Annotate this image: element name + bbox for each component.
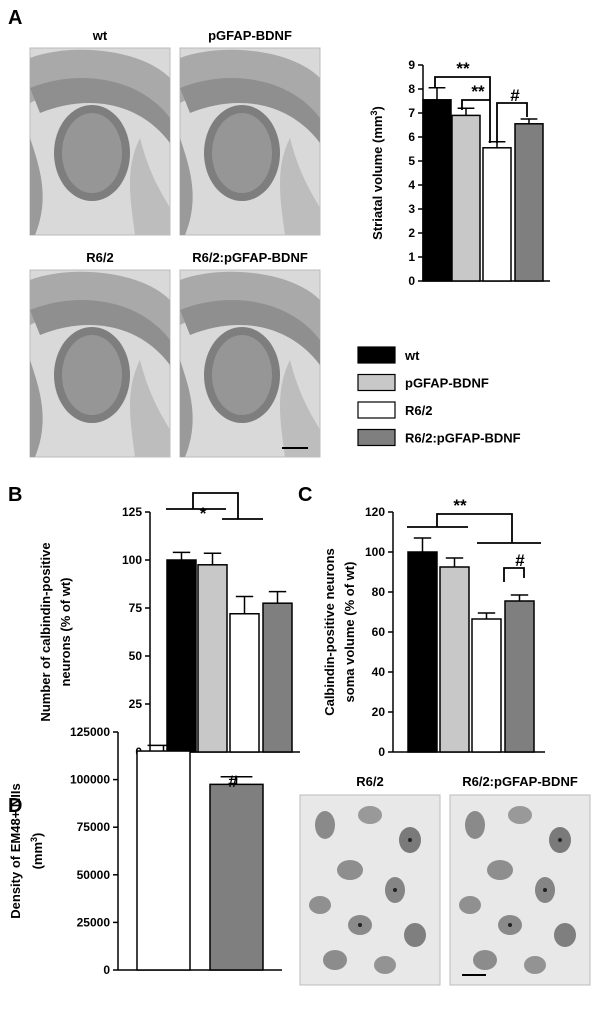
- bar: [407, 551, 438, 753]
- bar: [229, 613, 260, 753]
- label-part: neurons (% of wt): [58, 577, 73, 686]
- significance-bracket: [461, 99, 490, 110]
- y-tick-label: 75000: [77, 820, 111, 834]
- y-tick-label: 50000: [77, 868, 111, 882]
- y-tick-label: 100: [365, 545, 385, 559]
- y-tick-label: 40: [372, 665, 386, 679]
- legend-swatch: [357, 401, 396, 419]
- y-axis-label: neurons (% of wt): [58, 577, 73, 686]
- bar: [262, 602, 293, 753]
- image-label: R6/2: [86, 250, 113, 265]
- legend-label: R6/2: [405, 403, 432, 418]
- bar: [136, 750, 191, 971]
- bar: [422, 99, 452, 282]
- y-axis-label: Density of EM48+ NIIs: [8, 783, 23, 918]
- y-axis-label: (mm3): [29, 833, 45, 870]
- y-tick-label: 120: [365, 505, 385, 519]
- legend-label: R6/2:pGFAP-BDNF: [405, 431, 521, 446]
- image-label: wt: [92, 28, 108, 43]
- y-tick-label: 2: [408, 226, 415, 240]
- label-part: Number of calbindin-positive: [38, 542, 53, 721]
- label-part: soma volume (% of wt): [342, 562, 357, 703]
- bar: [451, 114, 481, 282]
- bar: [197, 564, 228, 753]
- label-part: 3: [369, 111, 379, 116]
- legend-swatch: [357, 373, 396, 392]
- panel-label: A: [8, 7, 22, 29]
- significance-bracket: [436, 513, 513, 543]
- y-tick-label: 7: [408, 106, 415, 120]
- significance-bracket: [496, 102, 528, 143]
- significance-mark: #: [515, 551, 525, 570]
- label-part: 3: [29, 837, 39, 842]
- brain-micrograph: [29, 269, 171, 458]
- brain-micrograph: [29, 47, 171, 236]
- significance-bracket: [192, 492, 239, 519]
- significance-mark: *: [200, 504, 207, 523]
- image-label: R6/2:pGFAP-BDNF: [462, 774, 578, 789]
- legend-label: wt: [404, 348, 420, 363]
- y-axis-label: soma volume (% of wt): [342, 562, 357, 703]
- y-tick-label: 8: [408, 82, 415, 96]
- legend-swatch: [357, 428, 396, 447]
- y-axis-label: Striatal volume (mm3): [369, 106, 385, 240]
- label-part: Calbindin-positive neurons: [322, 548, 337, 716]
- y-tick-label: 0: [408, 274, 415, 288]
- bar: [504, 600, 535, 753]
- y-tick-label: 100000: [70, 773, 110, 787]
- y-tick-label: 5: [408, 154, 415, 168]
- brain-micrograph: [179, 47, 321, 236]
- label-part: ): [30, 833, 45, 837]
- y-axis-label: Number of calbindin-positive: [38, 542, 53, 721]
- significance-bracket: [503, 567, 525, 582]
- image-label: pGFAP-BDNF: [208, 28, 292, 43]
- y-tick-label: 4: [408, 178, 415, 192]
- significance-mark: **: [453, 496, 467, 515]
- y-axis-label: Calbindin-positive neurons: [322, 548, 337, 716]
- bar: [471, 618, 502, 753]
- y-tick-label: 0: [378, 745, 385, 759]
- y-tick-label: 60: [372, 625, 386, 639]
- y-tick-label: 9: [408, 58, 415, 72]
- bar: [439, 566, 470, 753]
- y-tick-label: 100: [122, 553, 142, 567]
- y-tick-label: 20: [372, 705, 386, 719]
- label-part: ): [370, 106, 385, 110]
- y-tick-label: 80: [372, 585, 386, 599]
- bar: [209, 783, 264, 971]
- label-part: (mm: [30, 842, 45, 869]
- significance-mark: **: [471, 82, 485, 101]
- significance-mark: **: [456, 59, 470, 78]
- significance-mark: #: [228, 772, 238, 791]
- panel-label: B: [8, 484, 22, 506]
- panel-label: C: [298, 484, 312, 506]
- y-tick-label: 3: [408, 202, 415, 216]
- y-tick-label: 25: [129, 697, 143, 711]
- brain-micrograph: [179, 269, 321, 458]
- bar: [166, 559, 197, 753]
- label-part: Density of EM48+ NIIs: [8, 783, 23, 918]
- legend-swatch: [357, 346, 396, 364]
- panel-label: D: [8, 795, 22, 817]
- label-part: Striatal volume (mm: [370, 116, 385, 240]
- legend-label: pGFAP-BDNF: [405, 376, 489, 391]
- y-tick-label: 125: [122, 505, 142, 519]
- significance-bracket: [434, 76, 491, 143]
- neuron-micrograph: [299, 794, 441, 986]
- significance-mark: #: [510, 86, 520, 105]
- y-tick-label: 1: [408, 250, 415, 264]
- image-label: R6/2: [356, 774, 383, 789]
- y-tick-label: 6: [408, 130, 415, 144]
- neuron-micrograph: [449, 794, 591, 986]
- y-tick-label: 25000: [77, 915, 111, 929]
- y-tick-label: 0: [103, 963, 110, 977]
- y-tick-label: 125000: [70, 725, 110, 739]
- bar: [482, 147, 512, 282]
- y-tick-label: 75: [129, 601, 143, 615]
- image-label: R6/2:pGFAP-BDNF: [192, 250, 308, 265]
- y-tick-label: 50: [129, 649, 143, 663]
- bar: [514, 123, 544, 282]
